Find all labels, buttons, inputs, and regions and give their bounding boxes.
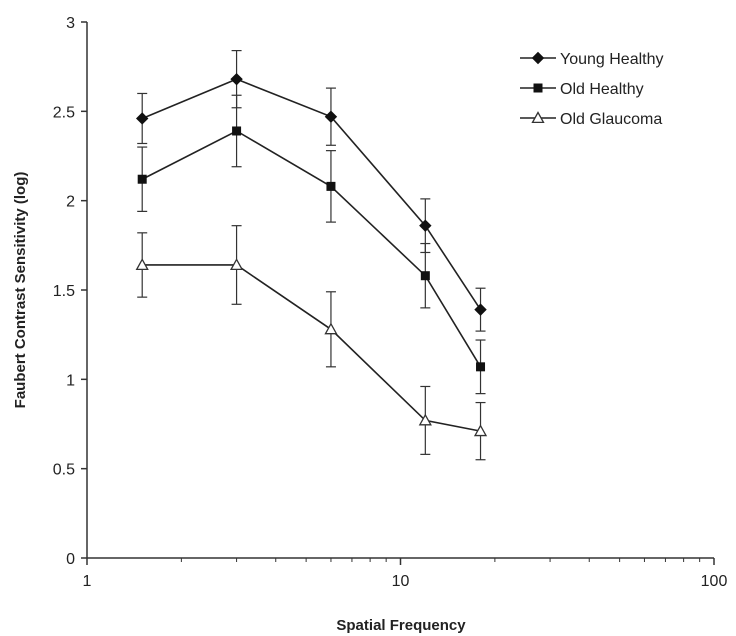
y-tick-label-1: 0.5 xyxy=(53,462,75,479)
legend: Young Healthy Old Healthy Old Glaucoma xyxy=(520,51,664,128)
data-point xyxy=(476,362,486,372)
series-1 xyxy=(137,94,486,395)
data-point xyxy=(230,72,243,86)
data-point xyxy=(474,303,487,316)
series-2 xyxy=(135,225,488,461)
legend-item-1: Old Healthy xyxy=(520,81,644,98)
legend-label: Young Healthy xyxy=(560,51,664,68)
data-point xyxy=(137,174,147,184)
series-line-1 xyxy=(141,130,482,368)
legend-label: Old Healthy xyxy=(560,81,644,98)
series-line-2 xyxy=(142,264,481,432)
x-tick-label-2: 100 xyxy=(701,573,728,590)
y-axis-title: Faubert Contrast Sensitivity (log) xyxy=(12,172,29,409)
legend-item-0: Young Healthy xyxy=(520,51,664,68)
y-tick-label-3: 1.5 xyxy=(53,283,75,300)
x-axis-title: Spatial Frequency xyxy=(336,617,466,634)
data-point xyxy=(229,258,244,271)
data-point xyxy=(473,424,488,437)
data-point xyxy=(232,126,242,136)
y-tick-label-2: 1 xyxy=(66,372,75,389)
y-tick-label-5: 2.5 xyxy=(53,104,75,121)
x-tick-label-0: 1 xyxy=(83,573,92,590)
series-layer xyxy=(135,49,488,461)
y-tick-label-0: 0 xyxy=(66,551,75,568)
legend-marker xyxy=(533,83,543,93)
legend-item-2: Old Glaucoma xyxy=(520,111,662,128)
data-point xyxy=(324,110,338,123)
x-tick-label-1: 10 xyxy=(392,573,410,590)
x-ticks: 1 10 100 xyxy=(83,558,728,590)
data-point xyxy=(419,219,432,232)
data-point xyxy=(418,413,432,426)
y-ticks: 0 0.5 1 1.5 2 2.5 3 xyxy=(53,15,87,568)
y-tick-label-4: 2 xyxy=(66,194,75,211)
legend-marker xyxy=(531,111,545,124)
data-point xyxy=(420,271,430,281)
legend-marker xyxy=(531,51,545,65)
data-point xyxy=(326,181,336,191)
data-point xyxy=(135,258,149,271)
data-point xyxy=(135,112,149,125)
legend-label: Old Glaucoma xyxy=(560,111,662,128)
y-tick-label-6: 3 xyxy=(66,15,75,32)
data-point xyxy=(324,322,338,335)
